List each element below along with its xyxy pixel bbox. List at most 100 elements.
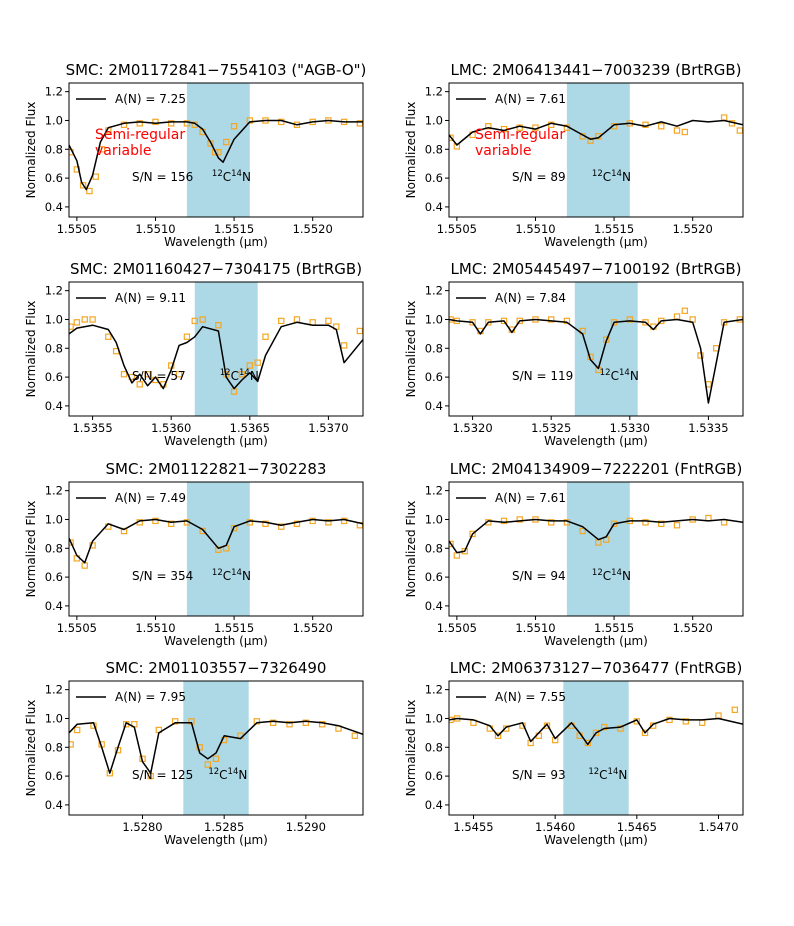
observed-point [223,138,230,146]
x-tick-label: 1.5515 [214,222,254,236]
panel-7: SMC: 2M01103557−7326490 0.4 0.6 0.8 1.0 1.2 1.… [24,659,364,847]
observed-point [579,527,586,535]
model-line [449,119,743,146]
legend-label: A(N) = 7.49 [115,491,186,505]
x-tick-label: 1.5360 [151,421,191,435]
observed-point [449,316,454,323]
sn-label: S/N = 93 [512,768,566,782]
x-tick-label: 1.5285 [204,820,244,834]
observed-point [215,322,222,329]
y-tick-label: 0.6 [45,171,63,185]
observed-point [253,718,261,725]
x-tick-label: 1.5510 [135,621,175,635]
observed-point [262,333,269,340]
x-tick-label: 1.5470 [698,820,738,834]
y-tick-label: 0.8 [425,541,443,555]
observed-point [175,371,183,378]
observed-point [278,317,285,325]
observed-point [673,313,681,320]
observed-point [587,137,594,144]
x-axis-label: Wavelength (μm) [164,235,268,249]
observed-point [584,739,592,747]
observed-point [325,317,332,325]
model-line [449,518,743,554]
observed-point [120,371,128,378]
observed-point [485,123,492,130]
y-tick-label: 1.2 [425,683,443,697]
y-tick-label: 0.4 [45,798,63,812]
observed-point [641,729,649,737]
observed-point [626,316,634,323]
panel-8: LMC: 2M06373127−7036477 (FntRGB) 0.4 0.6 0.… [404,659,744,847]
y-axis-label: Normalized Flux [404,700,418,797]
feature-label: 12C14N [592,169,631,184]
observed-point [453,552,461,559]
observed-point [73,726,81,734]
y-tick-label: 1.2 [45,85,63,99]
observed-point [286,721,293,728]
observed-point [658,520,665,527]
x-tick-label: 1.5505 [57,222,97,236]
x-tick-label: 1.5290 [286,820,326,834]
observed-point [73,319,81,326]
panel-5: SMC: 2M01122821−7302283 0.4 0.6 0.8 1.0 1.2 1.… [24,460,364,648]
y-tick-label: 0.6 [425,370,443,384]
y-tick-label: 0.4 [425,599,443,613]
observed-point [720,114,728,121]
x-axis-label: Wavelength (μm) [164,434,268,448]
y-tick-label: 1.0 [45,312,63,326]
x-tick-label: 1.5515 [214,621,254,635]
panel-title: LMC: 2M04134909−7222201 (FntRGB) [450,460,743,478]
observed-point [617,725,624,732]
observed-point [269,719,277,726]
axes-frame [448,82,744,218]
observed-point [191,317,198,325]
observed-point [92,173,99,180]
observed-point [449,134,454,141]
observed-point [254,359,261,366]
y-tick-label: 1.2 [45,284,63,298]
y-tick-label: 0.8 [45,142,63,156]
y-tick-label: 0.4 [45,200,63,214]
observed-point [81,316,88,323]
x-tick-label: 1.5355 [72,421,112,435]
panel-title: SMC: 2M01103557−7326490 [106,659,327,677]
feature-label: 12C14N [600,368,639,383]
observed-point [278,523,285,530]
x-tick-label: 1.5460 [535,820,575,834]
observed-point [136,120,143,127]
observed-series [69,117,363,195]
note-line: variable [95,143,151,159]
sn-label: S/N = 57 [132,369,186,383]
x-tick-label: 1.5280 [122,820,162,834]
axes-frame [448,481,744,617]
legend-label: A(N) = 7.61 [495,92,566,106]
observed-point [293,316,301,323]
y-axis-label: Normalized Flux [24,301,38,398]
axes-frame [68,82,364,218]
x-tick-label: 1.5505 [57,621,97,635]
y-tick-label: 0.4 [425,399,443,413]
panel-2: LMC: 2M06413441−7003239 (BrtRGB) 0.4 0.6 0.… [404,61,744,249]
panel-title: LMC: 2M06373127−7036477 (FntRGB) [450,659,743,677]
x-axis-label: Wavelength (μm) [544,634,648,648]
x-tick-label: 1.5330 [610,421,650,435]
observed-point [167,520,175,527]
sn-label: S/N = 94 [512,569,566,583]
observed-point [204,761,212,768]
feature-label: 12C14N [212,568,251,583]
legend-label: A(N) = 7.95 [115,690,186,704]
observed-point [673,127,681,134]
panel-title: SMC: 2M01172841−7554103 ("AGB-O") [66,61,367,79]
observed-point [325,519,332,526]
y-tick-label: 1.2 [425,484,443,498]
feature-label: 12C14N [588,767,627,782]
axes-frame [448,680,744,816]
axes-frame [68,281,364,417]
y-tick-label: 0.4 [45,399,63,413]
observed-point [681,307,689,315]
y-axis-label: Normalized Flux [24,700,38,797]
observed-point [649,722,657,729]
legend-label: A(N) = 7.84 [495,291,566,305]
